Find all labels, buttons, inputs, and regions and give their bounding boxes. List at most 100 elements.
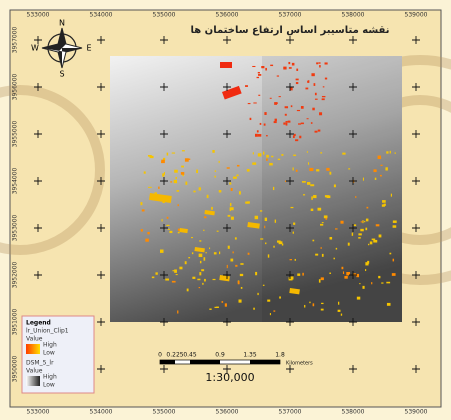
building [293, 154, 297, 156]
building [161, 219, 163, 222]
building [246, 201, 250, 204]
building [335, 228, 338, 230]
building [342, 152, 346, 155]
building [274, 118, 277, 122]
grid-cross [160, 36, 168, 44]
building [209, 247, 211, 250]
building [254, 133, 258, 137]
building [252, 152, 254, 155]
grid-cross [286, 318, 294, 326]
building [320, 223, 324, 226]
building [288, 67, 292, 69]
building [300, 106, 304, 109]
building [253, 102, 257, 104]
legend-high: High [43, 374, 57, 381]
building [257, 153, 262, 157]
building [320, 277, 324, 281]
building [379, 174, 382, 177]
building [227, 214, 231, 217]
building [321, 98, 325, 101]
grid-cross [412, 36, 420, 44]
grid-cross [160, 224, 168, 232]
building [386, 281, 391, 284]
building [238, 299, 242, 303]
grid-cross [160, 271, 168, 279]
grid-cross [97, 365, 105, 373]
grid-cross [223, 83, 231, 91]
building [271, 155, 274, 158]
building [300, 122, 304, 125]
building [253, 307, 255, 310]
building [373, 239, 378, 243]
legend-high: High [43, 342, 57, 349]
building [347, 242, 350, 246]
building [177, 231, 180, 234]
building [285, 121, 288, 123]
building [229, 207, 234, 211]
building [261, 66, 265, 69]
building [290, 105, 293, 108]
building [365, 269, 367, 272]
x-label-top: 538000 [342, 12, 365, 19]
building [287, 120, 291, 123]
x-label-top: 536000 [216, 12, 239, 19]
building [175, 176, 177, 180]
building [382, 200, 386, 203]
building [221, 301, 224, 303]
building [206, 194, 209, 199]
building [392, 258, 395, 262]
building [329, 171, 332, 175]
legend-low: Low [43, 382, 55, 389]
building [293, 222, 296, 225]
building [203, 216, 207, 219]
building [295, 78, 299, 81]
building [318, 279, 321, 283]
building [288, 61, 291, 65]
building [392, 220, 397, 223]
building [292, 231, 294, 234]
building [270, 64, 274, 67]
building [293, 133, 296, 137]
building [289, 87, 293, 91]
building [274, 102, 278, 105]
building [198, 287, 201, 289]
building [273, 310, 276, 312]
grid-cross [160, 130, 168, 138]
building [291, 62, 295, 66]
building [272, 186, 275, 191]
building [166, 216, 169, 219]
grid-cross [286, 36, 294, 44]
grid-cross [412, 130, 420, 138]
building [170, 181, 173, 183]
grid-cross [349, 271, 357, 279]
building [278, 96, 281, 98]
building [240, 263, 244, 265]
building [162, 157, 166, 161]
building [182, 174, 184, 177]
building [359, 283, 361, 285]
building [307, 80, 309, 83]
compass-south: S [59, 70, 64, 79]
building [159, 249, 164, 253]
building [265, 67, 267, 71]
building [304, 304, 306, 308]
building [296, 68, 299, 71]
building [362, 220, 364, 224]
building [335, 247, 338, 250]
building [141, 209, 145, 212]
grid-cross [160, 365, 168, 373]
grid-cross [97, 271, 105, 279]
building [279, 296, 281, 299]
building [265, 158, 268, 161]
building [165, 278, 170, 281]
building [259, 122, 262, 125]
y-label: 3951000 [12, 308, 19, 335]
building [322, 86, 325, 88]
building [174, 269, 177, 273]
x-label-top: 537000 [279, 12, 302, 19]
building [258, 74, 262, 76]
building [366, 206, 369, 209]
building [256, 130, 259, 133]
building [378, 234, 382, 238]
